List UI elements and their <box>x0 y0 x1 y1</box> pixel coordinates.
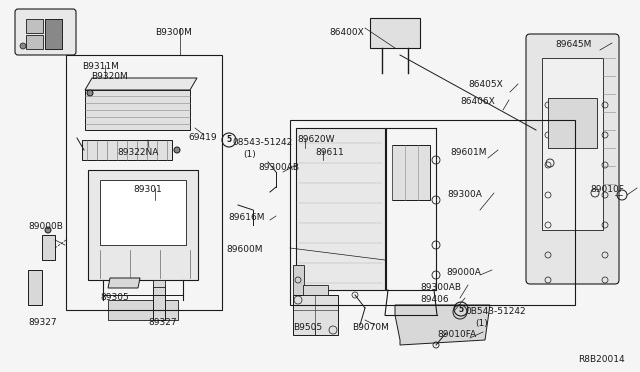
Text: 89611: 89611 <box>315 148 344 157</box>
Text: 89301: 89301 <box>133 185 162 194</box>
Polygon shape <box>293 265 304 295</box>
Polygon shape <box>42 235 55 260</box>
Circle shape <box>45 227 51 233</box>
Bar <box>66 55 222 310</box>
Text: 69419: 69419 <box>188 133 216 142</box>
Polygon shape <box>370 18 420 48</box>
Text: 89300A: 89300A <box>447 190 482 199</box>
Bar <box>26 19 43 33</box>
Text: 86405X: 86405X <box>468 80 503 89</box>
Text: (1): (1) <box>475 319 488 328</box>
Text: B9505: B9505 <box>293 323 322 332</box>
Bar <box>45 19 62 33</box>
Bar <box>45 35 62 49</box>
Text: 86406X: 86406X <box>460 97 495 106</box>
Text: 89010F: 89010F <box>590 185 624 194</box>
Polygon shape <box>303 285 328 295</box>
Text: 89616M: 89616M <box>228 213 264 222</box>
Text: 89000A: 89000A <box>446 268 481 277</box>
Polygon shape <box>28 270 42 305</box>
Polygon shape <box>88 170 198 280</box>
Text: 08543-51242: 08543-51242 <box>232 138 292 147</box>
Polygon shape <box>108 300 178 320</box>
Polygon shape <box>153 285 165 320</box>
Text: 89327: 89327 <box>28 318 56 327</box>
Text: R8B20014: R8B20014 <box>578 355 625 364</box>
FancyBboxPatch shape <box>15 9 76 55</box>
Polygon shape <box>296 128 385 290</box>
Text: B9311M: B9311M <box>82 62 119 71</box>
Text: B9300M: B9300M <box>155 28 192 37</box>
Polygon shape <box>293 295 338 335</box>
Circle shape <box>174 147 180 153</box>
Polygon shape <box>82 140 172 160</box>
Polygon shape <box>542 58 603 230</box>
Text: 86400X: 86400X <box>329 28 364 37</box>
Text: (1): (1) <box>243 150 256 159</box>
Text: 89322NA: 89322NA <box>117 148 158 157</box>
Polygon shape <box>108 278 140 288</box>
Polygon shape <box>85 78 197 90</box>
Text: 89620W: 89620W <box>297 135 335 144</box>
FancyBboxPatch shape <box>526 34 619 284</box>
Text: 89305: 89305 <box>100 293 129 302</box>
Text: 89600M: 89600M <box>226 245 262 254</box>
Polygon shape <box>100 180 186 245</box>
Text: B9320M: B9320M <box>91 72 128 81</box>
Bar <box>26 35 43 49</box>
Text: 0B543-51242: 0B543-51242 <box>465 307 525 316</box>
Circle shape <box>20 43 26 49</box>
Text: 89300AB: 89300AB <box>420 283 461 292</box>
Text: B9070M: B9070M <box>352 323 389 332</box>
Bar <box>290 120 575 305</box>
Text: 89406: 89406 <box>420 295 449 304</box>
Text: 89601M: 89601M <box>450 148 486 157</box>
Polygon shape <box>392 145 430 200</box>
Text: 89300AB: 89300AB <box>258 163 299 172</box>
Bar <box>45 19 62 49</box>
Polygon shape <box>153 280 165 287</box>
Text: 89000B: 89000B <box>28 222 63 231</box>
Text: 89010FA: 89010FA <box>437 330 476 339</box>
Text: 89645M: 89645M <box>555 40 591 49</box>
Polygon shape <box>548 98 597 148</box>
Circle shape <box>87 90 93 96</box>
Text: 5: 5 <box>458 305 463 314</box>
Polygon shape <box>395 305 490 345</box>
Text: 89327: 89327 <box>148 318 177 327</box>
Polygon shape <box>85 90 190 130</box>
Text: 5: 5 <box>227 135 232 144</box>
